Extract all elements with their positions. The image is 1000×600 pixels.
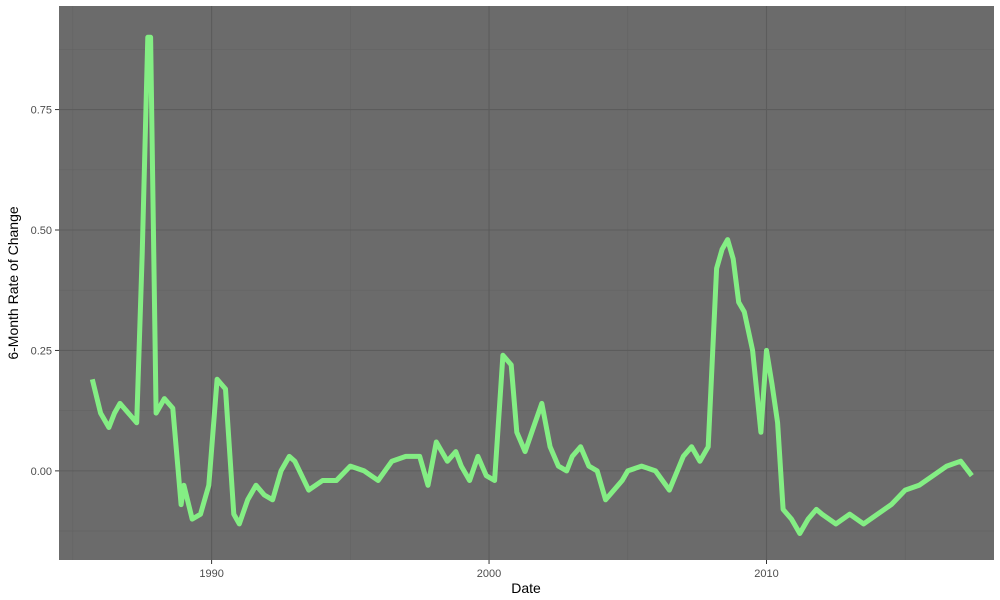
y-tick-label: 0.25 — [31, 345, 52, 357]
x-tick-label: 1990 — [199, 568, 223, 580]
y-tick-label: 0.50 — [31, 225, 52, 237]
plot-panel — [59, 6, 994, 560]
series-layer — [89, 34, 974, 536]
x-axis: 1990 2000 2010 — [199, 560, 779, 580]
y-tick-label: 0.75 — [31, 105, 52, 117]
x-axis-title: Date — [511, 580, 541, 596]
series-line — [89, 34, 974, 536]
y-tick-label: 0.00 — [31, 466, 52, 478]
x-tick-label: 2000 — [477, 568, 501, 580]
y-axis: 0.00 0.25 0.50 0.75 — [31, 105, 59, 478]
y-axis-title: 6-Month Rate of Change — [5, 206, 21, 360]
x-tick-label: 2010 — [754, 568, 778, 580]
